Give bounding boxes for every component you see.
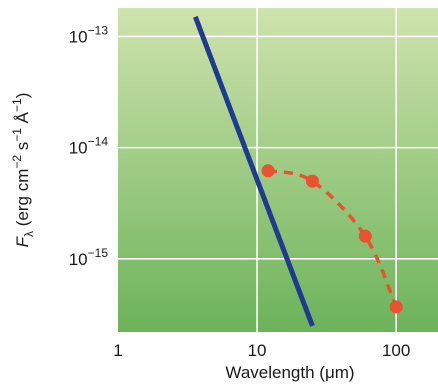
y-axis-exp3: −1 (10, 98, 24, 112)
plot-area (118, 8, 438, 332)
y-tick-base: 10 (69, 27, 88, 46)
x-tick-label: 100 (382, 341, 410, 360)
y-axis-symbol: F (13, 235, 32, 247)
y-axis-unit-close: ) (13, 93, 32, 99)
x-axis-ticks: 1 10 100 (113, 341, 410, 360)
y-tick-label: 10−15 (69, 246, 109, 269)
y-axis-subscript: λ (22, 231, 36, 237)
y-tick-base: 10 (69, 139, 88, 158)
series-layer (193, 15, 403, 327)
y-axis-title: Fλ (erg cm−2 s−1 Å−1) (10, 93, 36, 248)
x-axis-title: Wavelength (μm) (225, 363, 354, 382)
data-point (358, 229, 372, 243)
y-tick-exponent: −15 (88, 246, 109, 260)
x-tick-label: 10 (248, 341, 267, 360)
grid-lines (118, 8, 438, 332)
y-tick-exponent: −14 (88, 135, 109, 149)
y-tick-exponent: −13 (88, 23, 109, 37)
x-tick-label: 1 (113, 341, 122, 360)
y-axis-unit-mid: s (13, 142, 32, 155)
y-axis-unit-open: (erg cm (13, 169, 32, 231)
data-point (261, 164, 275, 178)
y-axis-exp1: −2 (10, 155, 24, 169)
y-tick-label: 10−14 (69, 135, 109, 158)
y-axis-unit-angstrom: Å (13, 111, 32, 128)
series-line-blackbody (193, 15, 315, 327)
data-point (389, 300, 403, 314)
data-point (305, 174, 319, 188)
series-line-dashed (267, 168, 398, 308)
y-tick-base: 10 (69, 250, 88, 269)
y-axis-exp2: −1 (10, 128, 24, 142)
y-tick-label: 10−13 (69, 23, 109, 46)
